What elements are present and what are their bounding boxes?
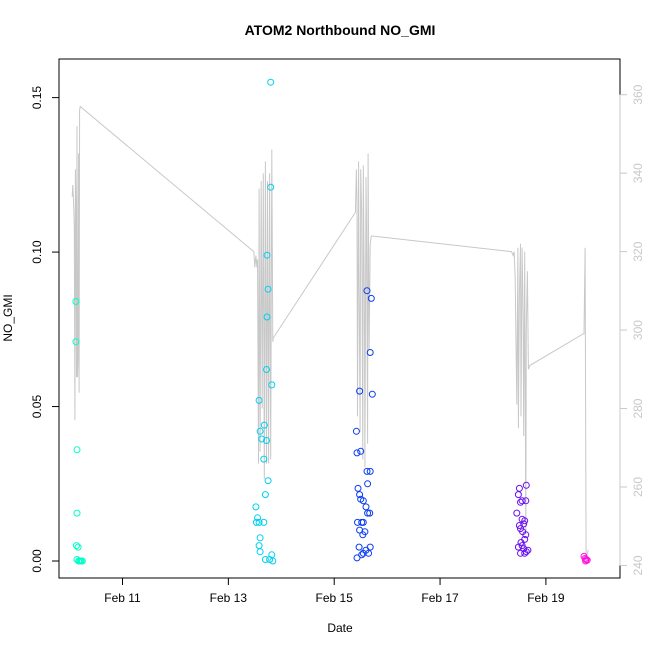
data-point <box>521 549 529 557</box>
y2-tick-label: 320 <box>631 241 645 261</box>
data-point <box>359 518 367 526</box>
data-point <box>261 491 269 499</box>
data-point <box>363 287 371 295</box>
data-point <box>263 366 270 373</box>
y2-tick-label: 360 <box>631 84 645 104</box>
data-point <box>515 522 523 529</box>
data-point <box>366 467 374 475</box>
data-point <box>254 514 261 522</box>
x-tick-label: Feb 15 <box>316 591 354 605</box>
y-tick-label: 0.10 <box>30 240 44 264</box>
data-point <box>74 543 82 551</box>
data-point <box>353 449 361 457</box>
data-point <box>366 349 374 356</box>
data-point <box>255 396 263 404</box>
data-point <box>73 542 80 550</box>
data-point <box>581 555 589 562</box>
data-point <box>356 491 364 499</box>
data-point <box>356 387 364 395</box>
data-point <box>367 294 375 302</box>
data-point <box>264 285 272 293</box>
data-point <box>520 520 528 528</box>
data-point <box>258 435 266 443</box>
x-axis-label: Date <box>327 621 353 635</box>
x-tick-label: Feb 13 <box>210 591 248 605</box>
data-point <box>72 338 80 346</box>
data-point <box>582 557 590 565</box>
data-point <box>75 557 83 565</box>
data-point <box>362 503 370 511</box>
data-point <box>366 509 374 517</box>
data-point <box>353 554 361 562</box>
plot-frame <box>58 58 621 579</box>
data-point <box>260 518 268 526</box>
scatter-points-layer <box>72 78 591 565</box>
data-point <box>517 549 524 557</box>
data-point <box>263 313 271 321</box>
data-point <box>359 531 367 539</box>
y2-axis: 240 260 280 300 320 340 360 <box>619 84 645 575</box>
data-point <box>261 556 269 563</box>
y-tick-label: 0.05 <box>30 395 44 419</box>
data-point <box>364 480 372 488</box>
data-point <box>363 467 371 475</box>
y2-tick-label: 240 <box>631 555 645 575</box>
chart-title: ATOM2 Northbound NO_GMI <box>245 22 436 38</box>
data-point <box>73 446 81 454</box>
data-point <box>352 427 360 435</box>
data-point <box>365 549 373 557</box>
data-point <box>255 518 263 526</box>
data-point <box>521 517 529 525</box>
data-point <box>366 543 374 551</box>
data-point <box>269 557 277 565</box>
x-tick-label: Feb 11 <box>104 591 141 605</box>
data-point <box>368 390 376 398</box>
x-tick-label: Feb 17 <box>421 591 459 605</box>
y-tick-label: 0.00 <box>30 549 44 573</box>
data-point <box>267 78 275 86</box>
data-point <box>72 298 80 305</box>
data-point <box>263 251 271 259</box>
x-tick-label: Feb 19 <box>527 591 565 605</box>
data-point <box>256 548 264 556</box>
y2-tick-label: 260 <box>631 477 645 497</box>
data-point <box>267 183 275 191</box>
data-point <box>263 437 270 444</box>
data-point <box>355 543 363 551</box>
data-point <box>515 484 523 492</box>
data-point <box>260 455 268 463</box>
data-point <box>514 491 522 499</box>
right-axis-series-line <box>71 105 589 562</box>
data-point <box>256 534 264 542</box>
line-series-layer <box>71 105 589 562</box>
data-point <box>255 542 263 550</box>
data-point <box>518 497 526 505</box>
data-point <box>264 477 272 485</box>
data-point <box>517 498 524 506</box>
y2-tick-label: 300 <box>631 320 645 340</box>
data-point <box>268 381 276 389</box>
data-point <box>359 549 367 557</box>
y-tick-label: 0.15 <box>30 86 44 110</box>
data-point <box>522 531 530 539</box>
data-point <box>358 551 366 559</box>
y2-tick-label: 280 <box>631 398 645 418</box>
data-point <box>364 509 372 517</box>
x-axis: Feb 11 Feb 13 Feb 15 Feb 17 Feb 19 <box>104 577 565 605</box>
data-point <box>260 421 268 429</box>
data-point <box>256 427 264 435</box>
y-axis-label: NO_GMI <box>1 294 15 341</box>
data-point <box>252 503 260 511</box>
data-point <box>354 484 362 492</box>
y2-tick-label: 340 <box>631 163 645 183</box>
data-point <box>78 557 86 565</box>
data-point <box>73 509 81 517</box>
data-point <box>513 509 521 517</box>
y-axis: 0.00 0.05 0.10 0.15 <box>30 86 60 573</box>
data-point <box>357 447 365 455</box>
data-point <box>522 481 530 489</box>
data-point <box>359 497 367 505</box>
data-point <box>252 518 260 526</box>
